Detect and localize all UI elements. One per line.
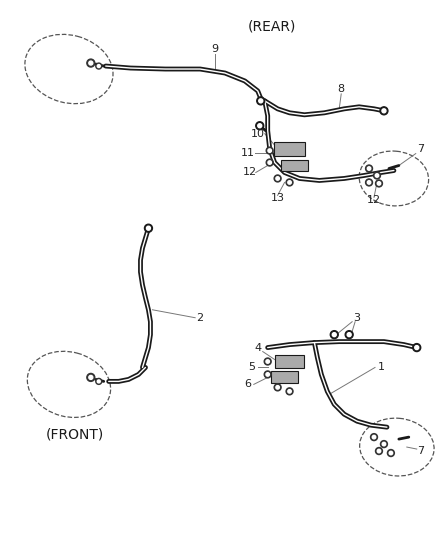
Text: 11: 11 <box>241 148 255 158</box>
Circle shape <box>97 380 100 383</box>
Bar <box>275 355 304 368</box>
Circle shape <box>145 224 152 232</box>
Text: 7: 7 <box>417 446 424 456</box>
Bar <box>281 159 308 172</box>
Text: 4: 4 <box>254 343 261 352</box>
Circle shape <box>266 159 273 166</box>
Text: 9: 9 <box>212 44 219 54</box>
Circle shape <box>264 371 271 378</box>
Circle shape <box>375 180 382 187</box>
Text: 10: 10 <box>251 128 265 139</box>
Text: 12: 12 <box>367 196 381 205</box>
Circle shape <box>258 124 262 128</box>
Circle shape <box>89 375 93 379</box>
Circle shape <box>382 109 386 113</box>
Circle shape <box>288 390 291 393</box>
Circle shape <box>274 175 281 182</box>
Circle shape <box>87 374 95 382</box>
Text: 7: 7 <box>417 143 424 154</box>
Circle shape <box>367 181 371 184</box>
Circle shape <box>87 59 95 67</box>
Ellipse shape <box>25 34 113 104</box>
Text: (FRONT): (FRONT) <box>46 427 104 441</box>
Circle shape <box>380 107 388 115</box>
Bar <box>271 372 298 383</box>
Circle shape <box>375 174 379 177</box>
Circle shape <box>332 333 336 337</box>
Circle shape <box>377 182 381 185</box>
Circle shape <box>382 442 386 446</box>
Circle shape <box>96 378 102 384</box>
Bar <box>274 142 305 156</box>
Circle shape <box>268 149 272 152</box>
Text: 1: 1 <box>378 362 385 373</box>
Circle shape <box>264 358 271 365</box>
Circle shape <box>389 451 392 455</box>
Circle shape <box>276 177 279 180</box>
Ellipse shape <box>27 351 111 417</box>
Ellipse shape <box>359 151 429 206</box>
Circle shape <box>286 388 293 395</box>
Circle shape <box>89 61 93 65</box>
Circle shape <box>366 165 373 172</box>
Circle shape <box>97 64 100 68</box>
Text: 13: 13 <box>271 193 285 204</box>
Circle shape <box>266 360 269 364</box>
Text: 12: 12 <box>243 167 257 177</box>
Circle shape <box>288 181 291 184</box>
Circle shape <box>371 434 378 441</box>
Text: 5: 5 <box>248 362 255 373</box>
Text: 8: 8 <box>338 84 345 94</box>
Ellipse shape <box>360 418 434 476</box>
Circle shape <box>347 333 351 337</box>
Circle shape <box>96 63 102 69</box>
Circle shape <box>256 122 264 130</box>
Circle shape <box>366 179 373 186</box>
Circle shape <box>266 147 273 154</box>
Circle shape <box>286 179 293 186</box>
Text: (REAR): (REAR) <box>248 19 296 33</box>
Text: 6: 6 <box>244 379 251 390</box>
Circle shape <box>330 330 338 338</box>
Circle shape <box>259 99 263 103</box>
Text: 2: 2 <box>197 313 204 323</box>
Text: 3: 3 <box>353 313 360 323</box>
Circle shape <box>367 167 371 170</box>
Circle shape <box>377 449 381 453</box>
Circle shape <box>388 449 394 456</box>
Circle shape <box>345 330 353 338</box>
Circle shape <box>381 441 388 448</box>
Circle shape <box>374 172 381 179</box>
Circle shape <box>266 373 269 376</box>
Circle shape <box>274 384 281 391</box>
Circle shape <box>413 344 421 352</box>
Circle shape <box>276 386 279 389</box>
Circle shape <box>268 161 272 164</box>
Circle shape <box>372 435 376 439</box>
Circle shape <box>146 226 150 230</box>
Circle shape <box>415 345 419 350</box>
Circle shape <box>375 448 382 455</box>
Circle shape <box>257 97 265 105</box>
